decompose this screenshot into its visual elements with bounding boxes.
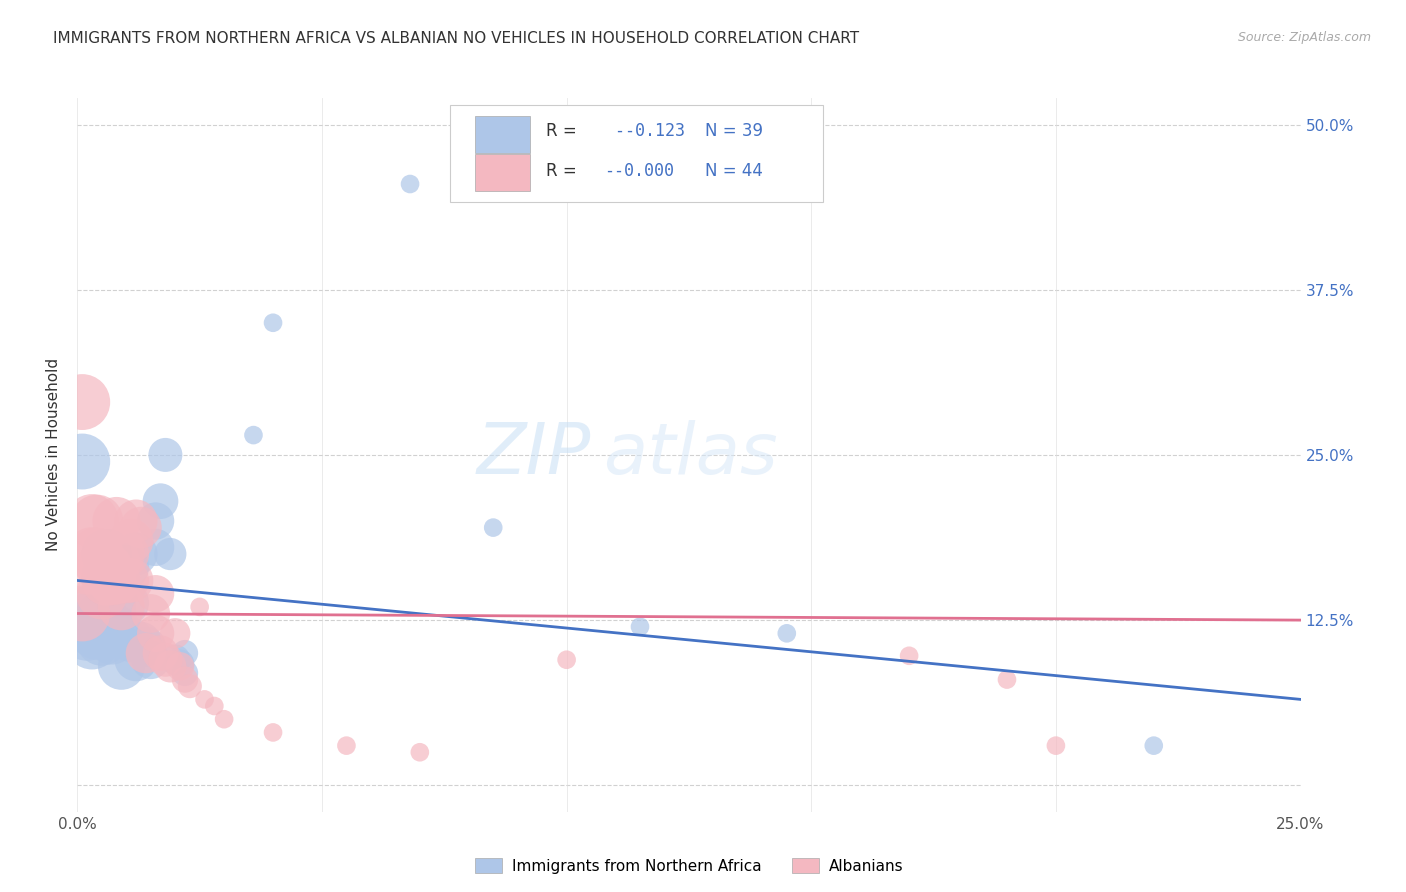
Point	[1045, 739, 1067, 753]
Point	[159, 659, 181, 673]
Point	[169, 659, 191, 673]
Point	[70, 395, 93, 409]
Point	[125, 547, 148, 561]
Text: --0.000: --0.000	[605, 162, 675, 180]
Point	[80, 547, 103, 561]
Point	[193, 692, 215, 706]
Text: Source: ZipAtlas.com: Source: ZipAtlas.com	[1237, 31, 1371, 45]
Point	[125, 514, 148, 528]
Text: IMMIGRANTS FROM NORTHERN AFRICA VS ALBANIAN NO VEHICLES IN HOUSEHOLD CORRELATION: IMMIGRANTS FROM NORTHERN AFRICA VS ALBAN…	[53, 31, 859, 46]
Point	[135, 646, 157, 660]
Point	[115, 560, 138, 574]
Point	[96, 547, 118, 561]
Point	[165, 653, 187, 667]
Point	[212, 712, 235, 726]
Point	[115, 574, 138, 588]
Point	[110, 599, 132, 614]
Point	[165, 626, 187, 640]
Point	[86, 514, 108, 528]
Point	[105, 514, 128, 528]
Point	[100, 632, 122, 647]
Point	[202, 698, 225, 713]
Text: ZIP: ZIP	[477, 420, 591, 490]
Point	[86, 607, 108, 621]
Point	[105, 574, 128, 588]
Point	[555, 653, 578, 667]
Point	[159, 547, 181, 561]
Point	[120, 632, 142, 647]
Point	[80, 514, 103, 528]
Point	[145, 587, 167, 601]
Point	[174, 665, 197, 680]
Point	[110, 659, 132, 673]
Point	[76, 560, 98, 574]
Point	[80, 623, 103, 637]
Point	[628, 620, 651, 634]
Point	[135, 640, 157, 654]
Text: --0.123: --0.123	[605, 122, 685, 140]
Point	[145, 626, 167, 640]
Point	[409, 745, 432, 759]
Point	[96, 560, 118, 574]
Point	[179, 679, 201, 693]
Point	[100, 599, 122, 614]
FancyBboxPatch shape	[475, 154, 530, 192]
Point	[242, 428, 264, 442]
Point	[262, 316, 284, 330]
Point	[125, 653, 148, 667]
Point	[188, 599, 211, 614]
Point	[155, 653, 177, 667]
Point	[115, 596, 138, 610]
Point	[100, 574, 122, 588]
Point	[129, 635, 152, 649]
Point	[335, 739, 357, 753]
Point	[174, 646, 197, 660]
Point	[80, 635, 103, 649]
Text: N = 39: N = 39	[704, 122, 763, 140]
Point	[90, 609, 112, 624]
Point	[129, 520, 152, 534]
FancyBboxPatch shape	[475, 116, 530, 153]
Point	[399, 177, 422, 191]
Point	[86, 626, 108, 640]
Text: R =: R =	[546, 162, 576, 180]
Point	[482, 520, 505, 534]
Text: R =: R =	[546, 122, 576, 140]
Point	[1143, 739, 1166, 753]
Point	[110, 547, 132, 561]
Point	[262, 725, 284, 739]
Point	[898, 648, 921, 663]
Point	[76, 607, 98, 621]
FancyBboxPatch shape	[450, 105, 824, 202]
Point	[145, 541, 167, 555]
Point	[776, 626, 799, 640]
Point	[115, 547, 138, 561]
Point	[90, 560, 112, 574]
Point	[149, 646, 172, 660]
Point	[120, 533, 142, 548]
Point	[90, 632, 112, 647]
Point	[76, 626, 98, 640]
Point	[139, 607, 162, 621]
Point	[120, 574, 142, 588]
Point	[70, 607, 93, 621]
Point	[169, 657, 191, 671]
Point	[139, 653, 162, 667]
Point	[149, 494, 172, 508]
Point	[70, 454, 93, 468]
Point	[90, 587, 112, 601]
Point	[105, 623, 128, 637]
Text: N = 44: N = 44	[704, 162, 762, 180]
Point	[86, 547, 108, 561]
Point	[96, 574, 118, 588]
Point	[174, 673, 197, 687]
Y-axis label: No Vehicles in Household: No Vehicles in Household	[46, 359, 62, 551]
Point	[995, 673, 1018, 687]
Point	[155, 448, 177, 462]
Legend: Immigrants from Northern Africa, Albanians: Immigrants from Northern Africa, Albania…	[468, 852, 910, 880]
Point	[145, 514, 167, 528]
Point	[96, 569, 118, 583]
Text: atlas: atlas	[603, 420, 778, 490]
